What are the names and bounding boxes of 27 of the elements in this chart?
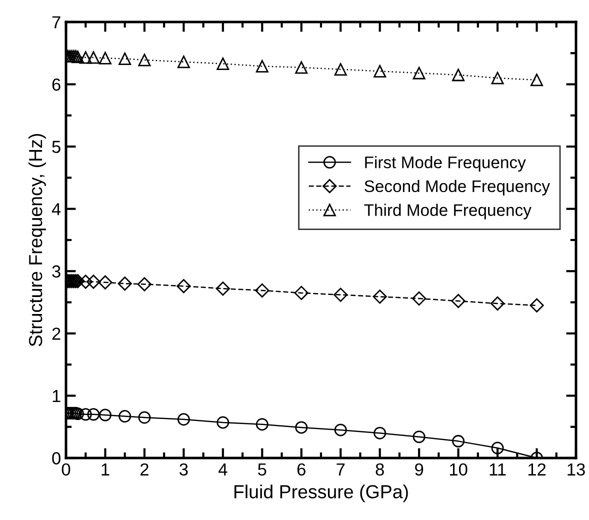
- x-tick-label: 2: [140, 463, 148, 476]
- y-axis-title: Structure Frequency, (Hz): [28, 134, 46, 346]
- x-tick-label: 3: [180, 463, 188, 476]
- x-tick-label: 0: [62, 463, 70, 476]
- x-tick-label: 9: [415, 463, 424, 476]
- y-tick-label: 0: [52, 452, 60, 464]
- y-tick-label: 7: [52, 16, 60, 28]
- y-tick-label: 6: [52, 78, 60, 91]
- y-tick-label: 3: [52, 265, 60, 278]
- x-tick-label: 11: [490, 464, 506, 476]
- x-axis-title: Fluid Pressure (GPa): [234, 484, 408, 502]
- x-tick-label: 12: [528, 463, 546, 476]
- y-tick-label: 4: [52, 203, 61, 216]
- x-tick-label: 13: [568, 463, 585, 476]
- x-tick-label: 4: [218, 464, 228, 476]
- legend-label: Second Mode Frequency: [364, 180, 550, 196]
- x-tick-label: 7: [336, 464, 345, 476]
- x-tick-label: 6: [297, 463, 306, 476]
- legend-label: Third Mode Frequency: [364, 204, 532, 220]
- x-tick-label: 8: [376, 463, 384, 476]
- legend-label: First Mode Frequency: [365, 156, 526, 172]
- y-tick-label: 2: [52, 328, 60, 340]
- x-tick-label: 1: [102, 464, 110, 476]
- x-tick-label: 5: [258, 464, 266, 476]
- y-tick-label: 5: [52, 140, 60, 154]
- x-tick-label: 10: [450, 463, 468, 476]
- y-tick-label: 1: [52, 390, 60, 402]
